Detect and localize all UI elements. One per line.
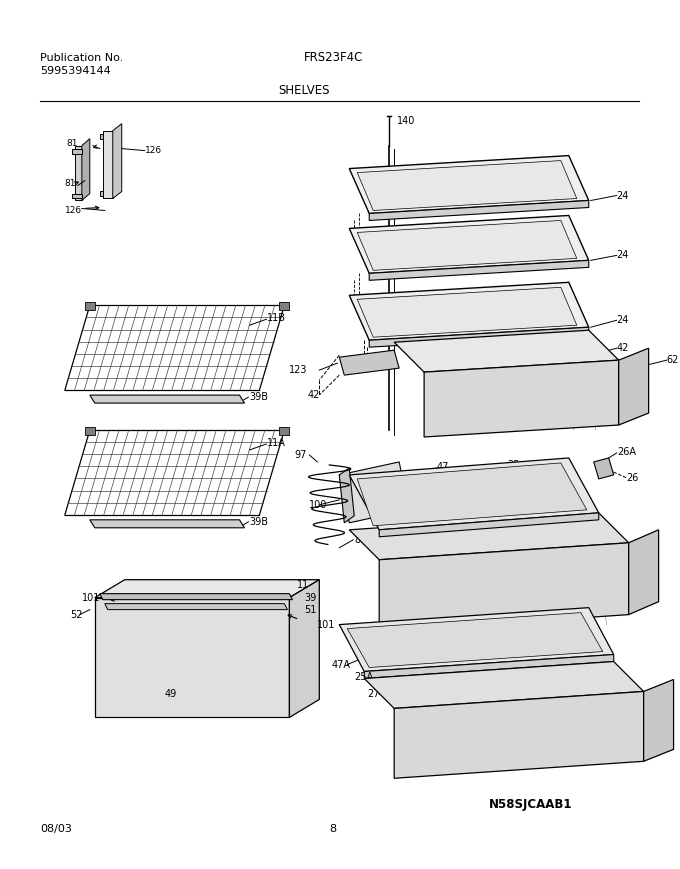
Text: 81: 81	[354, 534, 367, 545]
Text: SHELVES: SHELVES	[279, 84, 330, 97]
Text: 39: 39	[305, 593, 317, 603]
Text: 25: 25	[507, 460, 520, 470]
Text: 101: 101	[82, 593, 100, 603]
Polygon shape	[424, 360, 619, 437]
Polygon shape	[369, 328, 589, 348]
Text: 42: 42	[356, 485, 369, 494]
Text: 24: 24	[617, 315, 629, 325]
Text: 24: 24	[617, 190, 629, 201]
Polygon shape	[594, 458, 614, 479]
Text: 11: 11	[297, 580, 309, 590]
Polygon shape	[72, 149, 82, 154]
Polygon shape	[644, 680, 674, 761]
Polygon shape	[629, 530, 659, 614]
Polygon shape	[350, 513, 629, 560]
Text: 39B: 39B	[250, 392, 269, 402]
Polygon shape	[357, 161, 577, 210]
Text: 100: 100	[309, 500, 328, 510]
Polygon shape	[364, 654, 614, 679]
Polygon shape	[279, 427, 290, 435]
Polygon shape	[339, 462, 409, 523]
Polygon shape	[347, 613, 602, 667]
Text: 42: 42	[307, 390, 320, 400]
Text: 25A: 25A	[354, 673, 373, 682]
Text: 24: 24	[617, 250, 629, 261]
Polygon shape	[339, 607, 614, 672]
Polygon shape	[394, 692, 644, 779]
Polygon shape	[369, 201, 589, 221]
Text: 49: 49	[165, 689, 177, 700]
Text: 39B: 39B	[250, 517, 269, 527]
Text: 97: 97	[294, 450, 307, 460]
Text: 5995394144: 5995394144	[40, 66, 111, 76]
Polygon shape	[357, 463, 587, 526]
Polygon shape	[75, 146, 82, 201]
Polygon shape	[85, 427, 95, 435]
Text: 101: 101	[318, 620, 336, 630]
Polygon shape	[379, 513, 598, 537]
Polygon shape	[619, 348, 649, 425]
Polygon shape	[279, 302, 290, 310]
Polygon shape	[100, 190, 103, 196]
Polygon shape	[100, 594, 292, 600]
Polygon shape	[72, 194, 82, 198]
Text: 126: 126	[145, 146, 162, 155]
Text: 140: 140	[397, 116, 415, 126]
Polygon shape	[290, 580, 320, 718]
Text: 62: 62	[666, 355, 679, 365]
Polygon shape	[103, 130, 113, 198]
Text: 8: 8	[329, 824, 337, 834]
Text: N58SJCAAB1: N58SJCAAB1	[489, 798, 573, 811]
Polygon shape	[105, 604, 288, 610]
Polygon shape	[82, 139, 90, 201]
Text: FRS23F4C: FRS23F4C	[305, 51, 364, 64]
Polygon shape	[379, 543, 629, 632]
Text: 81: 81	[67, 139, 78, 148]
Polygon shape	[364, 661, 644, 708]
Text: 126: 126	[65, 206, 82, 215]
Text: 81: 81	[65, 179, 76, 188]
Text: 27: 27	[367, 689, 379, 700]
Text: 08/03: 08/03	[40, 824, 72, 834]
Text: 52: 52	[70, 610, 82, 620]
Polygon shape	[357, 288, 577, 337]
Polygon shape	[357, 221, 577, 270]
Text: 47A: 47A	[331, 660, 350, 669]
Polygon shape	[113, 123, 122, 198]
Polygon shape	[100, 134, 103, 139]
Text: 26A: 26A	[617, 447, 636, 457]
Text: 26: 26	[627, 473, 639, 483]
Polygon shape	[350, 282, 589, 340]
Text: Publication No.: Publication No.	[40, 53, 123, 63]
Polygon shape	[350, 156, 589, 214]
Polygon shape	[350, 458, 598, 530]
Polygon shape	[369, 261, 589, 281]
Polygon shape	[95, 598, 290, 718]
Polygon shape	[90, 520, 245, 527]
Text: 123: 123	[290, 365, 308, 375]
Text: 51: 51	[305, 605, 317, 614]
Polygon shape	[339, 350, 399, 375]
Text: 47: 47	[436, 462, 448, 472]
Polygon shape	[394, 330, 619, 372]
Polygon shape	[350, 216, 589, 274]
Polygon shape	[339, 468, 354, 523]
Polygon shape	[90, 395, 245, 403]
Text: 11A: 11A	[267, 438, 286, 448]
Text: 11B: 11B	[267, 313, 286, 323]
Polygon shape	[85, 302, 95, 310]
Text: 42: 42	[617, 343, 629, 353]
Polygon shape	[95, 580, 320, 598]
